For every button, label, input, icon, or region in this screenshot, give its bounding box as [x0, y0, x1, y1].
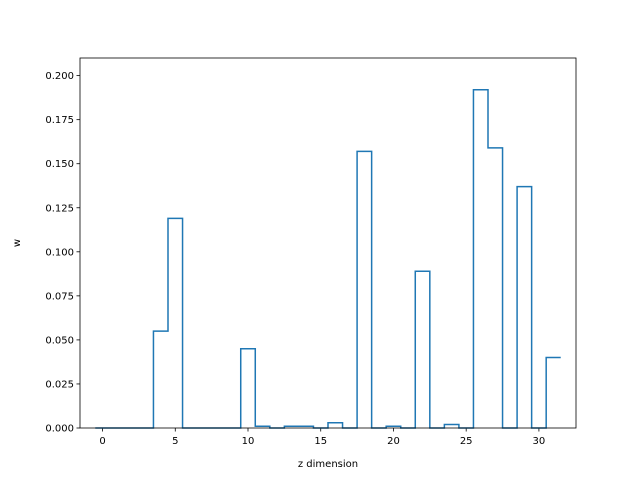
y-tick-label: 0.150 [45, 159, 74, 170]
step-series [95, 88, 561, 429]
x-tick-label: 15 [314, 436, 327, 447]
x-ticks: 0 5 10 15 20 25 30 [99, 428, 545, 447]
y-tick-label: 0.050 [45, 335, 74, 346]
x-tick-label: 5 [172, 436, 178, 447]
x-tick-label: 10 [242, 436, 255, 447]
y-tick-label: 0.200 [45, 71, 74, 82]
x-axis-label: z dimension [298, 459, 358, 470]
x-tick-label: 30 [533, 436, 546, 447]
y-axis-label: w [12, 239, 23, 247]
y-tick-label: 0.000 [45, 424, 74, 435]
x-tick-label: 0 [99, 436, 105, 447]
x-tick-label: 25 [460, 436, 473, 447]
y-tick-label: 0.025 [45, 379, 74, 390]
y-tick-label: 0.075 [45, 291, 74, 302]
y-tick-label: 0.125 [45, 203, 74, 214]
y-tick-label: 0.175 [45, 115, 74, 126]
plot-frame [79, 57, 577, 429]
x-tick-label: 20 [387, 436, 400, 447]
y-tick-label: 0.100 [45, 247, 74, 258]
y-ticks: 0.000 0.025 0.050 0.075 0.100 0.125 0.150 0.175… [45, 71, 80, 435]
